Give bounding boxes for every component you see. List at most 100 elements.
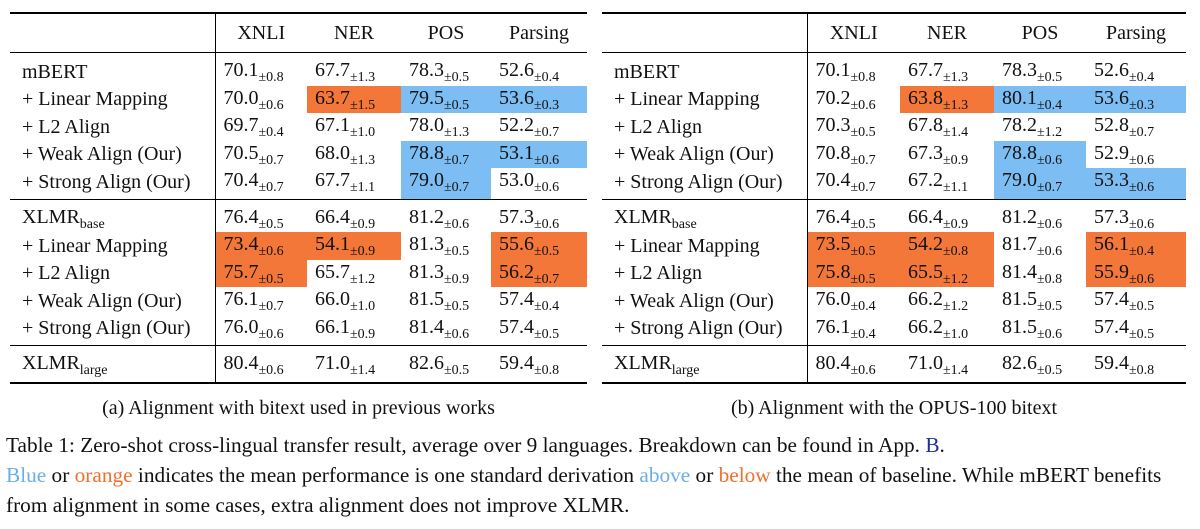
score-mean: 81.3 bbox=[409, 260, 444, 283]
header-ner: NER bbox=[927, 21, 967, 44]
score-mean: 75.8 bbox=[815, 260, 851, 283]
score-mean: 76.1 bbox=[223, 288, 259, 310]
score-cell: 75.7±0.5 bbox=[215, 259, 307, 287]
score-mean: 69.7 bbox=[223, 114, 259, 136]
table-row: mBERT 70.1±0.8 67.7±1.3 78.3±0.5 52.6±0.4 bbox=[602, 52, 1186, 86]
score-cell: 81.4±0.6 bbox=[401, 315, 491, 346]
score-cell: 52.9±0.6 bbox=[1086, 141, 1186, 169]
score-std: ±0.9 bbox=[943, 216, 969, 232]
score-cell: 68.0±1.3 bbox=[307, 141, 401, 169]
score-std: ±1.2 bbox=[943, 299, 969, 314]
score-cell: 71.0±1.4 bbox=[900, 346, 994, 383]
score-cell: 53.6±0.3 bbox=[491, 85, 587, 113]
score-std: ±0.4 bbox=[850, 299, 876, 314]
header-method-cell bbox=[602, 13, 808, 53]
method-name-cell: + L2 Align bbox=[602, 259, 808, 287]
appendix-link[interactable]: B bbox=[925, 433, 940, 457]
score-mean: 78.2 bbox=[1002, 114, 1037, 136]
caption-text: indicates the mean performance is one st… bbox=[132, 463, 640, 487]
score-std: ±0.5 bbox=[1037, 70, 1063, 85]
method-name: XLMR bbox=[22, 352, 80, 374]
score-mean: 57.4 bbox=[1094, 315, 1129, 338]
score-std: ±0.5 bbox=[534, 244, 560, 259]
score-mean: 81.2 bbox=[409, 205, 444, 228]
score-std: ±0.7 bbox=[258, 152, 284, 168]
caption-text: the mean of baseline. While mBERT benefi… bbox=[6, 463, 1162, 517]
table-row: + L2 Align 75.7±0.5 65.7±1.2 81.3±0.9 56.2±0… bbox=[10, 259, 587, 288]
score-std: ±0.7 bbox=[444, 180, 470, 195]
score-mean: 81.7 bbox=[1002, 233, 1037, 255]
score-cell: 78.8±0.6 bbox=[994, 140, 1086, 168]
score-cell: 53.3±0.6 bbox=[1086, 168, 1186, 199]
table-row: + Linear Mapping 70.2±0.6 63.8±1.3 80.1±0.4… bbox=[602, 85, 1186, 113]
score-mean: 67.1 bbox=[315, 114, 350, 136]
score-cell: 78.2±1.2 bbox=[994, 113, 1086, 141]
method-name-cell: mBERT bbox=[602, 52, 808, 86]
score-mean: 65.7 bbox=[315, 260, 350, 283]
table-row: + L2 Align 69.7±0.4 67.1±1.0 78.0±1.3 52.2±0… bbox=[10, 113, 587, 141]
score-std: ±0.6 bbox=[1129, 216, 1155, 232]
score-cell: 81.3±0.9 bbox=[401, 260, 491, 288]
table-row: + Weak Align (Our) 76.1±0.7 66.0±1.0 81.5±0… bbox=[10, 287, 587, 315]
score-mean: 81.5 bbox=[1002, 315, 1037, 338]
method-name-cell: + Linear Mapping bbox=[602, 232, 808, 260]
score-cell: 67.7±1.3 bbox=[900, 53, 994, 86]
score-mean: 70.1 bbox=[223, 59, 259, 81]
score-std: ±0.6 bbox=[258, 363, 284, 378]
method-name: + Strong Align (Our) bbox=[22, 170, 191, 193]
score-std: ±0.9 bbox=[350, 244, 376, 259]
score-std: ±0.4 bbox=[850, 326, 876, 342]
method-name: + Strong Align (Our) bbox=[22, 317, 191, 339]
score-std: ±0.5 bbox=[1129, 299, 1155, 314]
method-name: + L2 Align bbox=[614, 262, 702, 284]
score-mean: 80.4 bbox=[815, 352, 851, 374]
score-std: ±0.8 bbox=[943, 244, 969, 259]
caption-below-word: below bbox=[718, 463, 771, 487]
score-cell: 81.3±0.5 bbox=[401, 232, 491, 260]
caption-above-word: above bbox=[639, 463, 691, 487]
score-std: ±0.8 bbox=[258, 70, 284, 85]
score-cell: 78.8±0.7 bbox=[401, 140, 491, 168]
score-std: ±1.0 bbox=[350, 125, 376, 140]
score-mean: 76.1 bbox=[815, 315, 851, 338]
score-mean: 70.8 bbox=[815, 141, 851, 164]
score-cell: 52.6±0.4 bbox=[491, 53, 587, 86]
method-name-cell: + Strong Align (Our) bbox=[602, 168, 808, 199]
score-mean: 55.6 bbox=[499, 233, 534, 255]
score-std: ±0.6 bbox=[258, 326, 284, 342]
score-std: ±0.4 bbox=[258, 125, 284, 140]
score-mean: 78.3 bbox=[409, 59, 444, 81]
score-mean: 65.5 bbox=[908, 260, 943, 283]
results-table-b: XNLI NER POS Parsing mBERT 70.1±0.8 67.7±1… bbox=[602, 12, 1186, 384]
score-cell: 54.1±0.9 bbox=[307, 232, 401, 260]
method-name: + L2 Align bbox=[614, 115, 702, 138]
method-name: + Weak Align (Our) bbox=[614, 143, 774, 165]
score-std: ±0.4 bbox=[1129, 244, 1155, 259]
score-std: ±0.5 bbox=[444, 299, 470, 314]
score-cell: 65.7±1.2 bbox=[307, 260, 401, 288]
score-std: ±0.7 bbox=[444, 152, 470, 168]
table-row: + Weak Align (Our) 76.0±0.4 66.2±1.2 81.5±0… bbox=[602, 287, 1186, 315]
score-mean: 70.2 bbox=[815, 86, 851, 109]
score-mean: 76.0 bbox=[815, 288, 851, 310]
method-subscript: base bbox=[79, 216, 105, 232]
score-mean: 56.1 bbox=[1094, 233, 1129, 255]
score-mean: 52.9 bbox=[1094, 141, 1129, 164]
score-cell: 63.8±1.3 bbox=[900, 85, 994, 113]
method-name: + Strong Align (Our) bbox=[614, 317, 783, 339]
score-cell: 69.7±0.4 bbox=[215, 113, 307, 141]
score-std: ±0.7 bbox=[850, 180, 876, 195]
score-std: ±0.9 bbox=[350, 216, 376, 232]
score-mean: 78.8 bbox=[1002, 141, 1037, 164]
score-cell: 81.5±0.5 bbox=[994, 287, 1086, 315]
score-cell: 67.7±1.3 bbox=[307, 53, 401, 86]
score-mean: 79.0 bbox=[409, 169, 444, 191]
table-row: + Strong Align (Our) 76.0±0.6 66.1±0.9 81.4… bbox=[10, 314, 587, 346]
score-cell: 66.4±0.9 bbox=[307, 199, 401, 232]
method-name-cell: + L2 Align bbox=[10, 113, 216, 141]
score-mean: 53.6 bbox=[1094, 86, 1129, 109]
score-mean: 55.9 bbox=[1094, 260, 1129, 283]
method-name-cell: mBERT bbox=[10, 52, 216, 86]
score-cell: 57.4±0.4 bbox=[491, 287, 587, 315]
score-mean: 63.8 bbox=[908, 86, 943, 109]
